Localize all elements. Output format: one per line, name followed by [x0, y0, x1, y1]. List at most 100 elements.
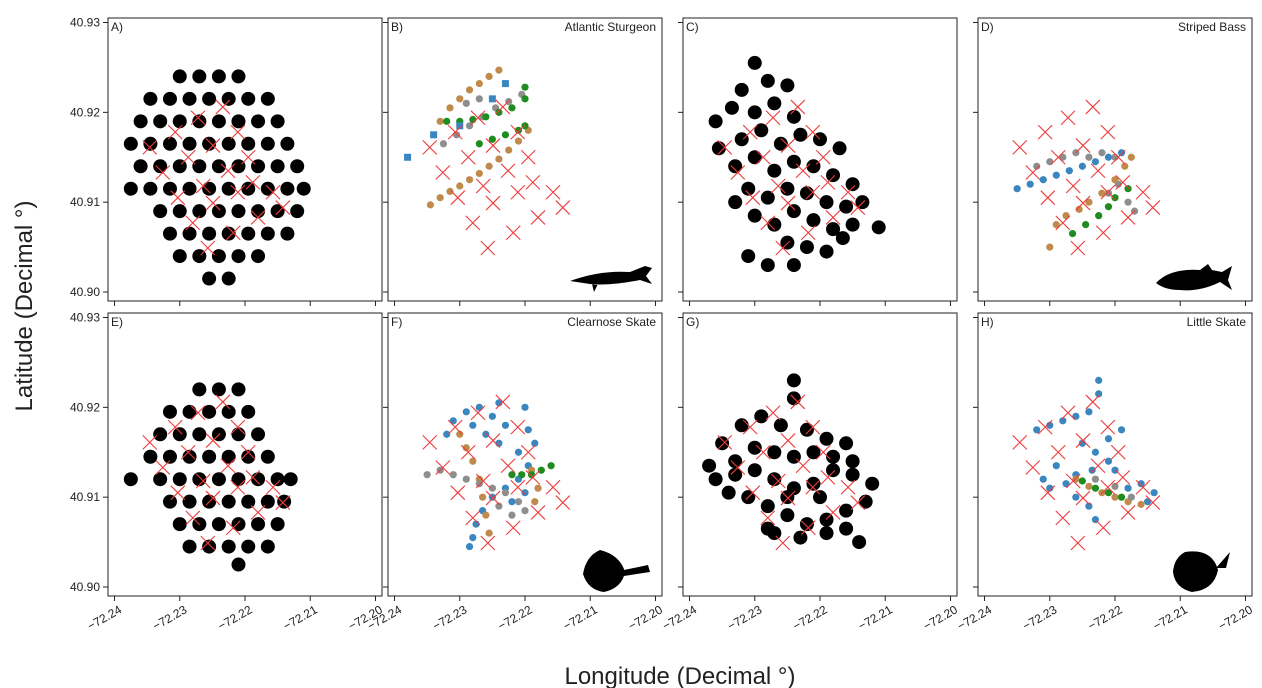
receiver [190, 110, 206, 126]
receiver [555, 200, 571, 215]
point [832, 141, 847, 156]
receiver [805, 184, 821, 200]
receiver [485, 433, 501, 448]
receiver [142, 139, 158, 155]
receiver [545, 479, 561, 495]
point [153, 114, 168, 129]
point [514, 498, 523, 506]
point [162, 181, 177, 196]
receiver [1025, 460, 1041, 475]
receiver [245, 175, 261, 190]
panel-frame [387, 17, 663, 302]
receiver [1100, 184, 1116, 200]
point [211, 159, 226, 174]
point [501, 80, 509, 88]
point [508, 511, 516, 519]
point [221, 494, 236, 509]
point [182, 494, 197, 509]
receiver [780, 433, 796, 448]
point [162, 91, 177, 106]
receiver [205, 490, 221, 506]
point [767, 96, 782, 111]
receiver [470, 405, 486, 421]
point [1124, 484, 1132, 492]
point [1104, 457, 1113, 465]
point [1124, 185, 1132, 193]
point [296, 181, 311, 196]
point [251, 114, 266, 129]
point [241, 449, 256, 464]
point [221, 539, 236, 554]
point [521, 122, 529, 130]
x-tick-label: −72.22 [495, 602, 534, 633]
panel-label: F) [391, 315, 402, 329]
point [501, 131, 510, 139]
point [773, 418, 788, 433]
receiver [1060, 110, 1076, 126]
point [741, 181, 756, 196]
y-tick-label: 40.93 [70, 310, 100, 324]
x-tick-label: −72.20 [921, 602, 960, 633]
point [211, 114, 226, 129]
receiver [755, 149, 771, 165]
point [521, 83, 529, 91]
receiver [215, 394, 231, 410]
receiver [840, 479, 856, 495]
point [845, 454, 860, 469]
receiver [1075, 195, 1091, 211]
point [446, 104, 454, 112]
receiver [155, 165, 171, 180]
point [819, 431, 834, 446]
receiver [460, 444, 476, 460]
x-axis-title: Longitude (Decimal °) [564, 663, 795, 688]
point [260, 539, 275, 554]
point [482, 430, 490, 438]
point [221, 404, 236, 419]
receiver [485, 490, 501, 506]
point [767, 472, 782, 487]
point [708, 114, 723, 129]
receiver [730, 165, 746, 180]
point [806, 159, 821, 174]
receiver [225, 520, 241, 536]
receiver [195, 473, 211, 489]
point [741, 249, 756, 264]
receiver [1055, 215, 1071, 231]
receiver [435, 165, 451, 180]
receiver [775, 240, 791, 256]
receiver [730, 460, 746, 475]
point [133, 114, 148, 129]
point [172, 427, 187, 442]
point [485, 162, 493, 170]
receiver [205, 433, 221, 448]
point [1075, 205, 1083, 213]
point [1085, 198, 1093, 206]
x-tick-label: −72.23 [725, 602, 764, 633]
point [475, 95, 483, 103]
panel-label: G) [686, 315, 699, 329]
receiver [805, 479, 821, 495]
point [153, 427, 168, 442]
panel-label: C) [686, 20, 699, 34]
point [1150, 489, 1158, 497]
point [182, 449, 197, 464]
panel-label: D) [981, 20, 994, 34]
receiver [815, 149, 831, 165]
point [143, 181, 158, 196]
x-tick-label: −72.22 [1085, 602, 1124, 633]
receiver [447, 124, 463, 140]
point [172, 114, 187, 129]
receiver [500, 163, 516, 179]
receiver [422, 139, 438, 155]
point [508, 498, 516, 506]
point [153, 159, 168, 174]
receiver [717, 434, 733, 450]
point [241, 404, 256, 419]
receiver [180, 444, 196, 460]
point [780, 235, 795, 250]
point [708, 472, 723, 487]
receiver [717, 139, 733, 155]
point [231, 249, 246, 264]
point [221, 226, 236, 241]
point [469, 534, 477, 542]
